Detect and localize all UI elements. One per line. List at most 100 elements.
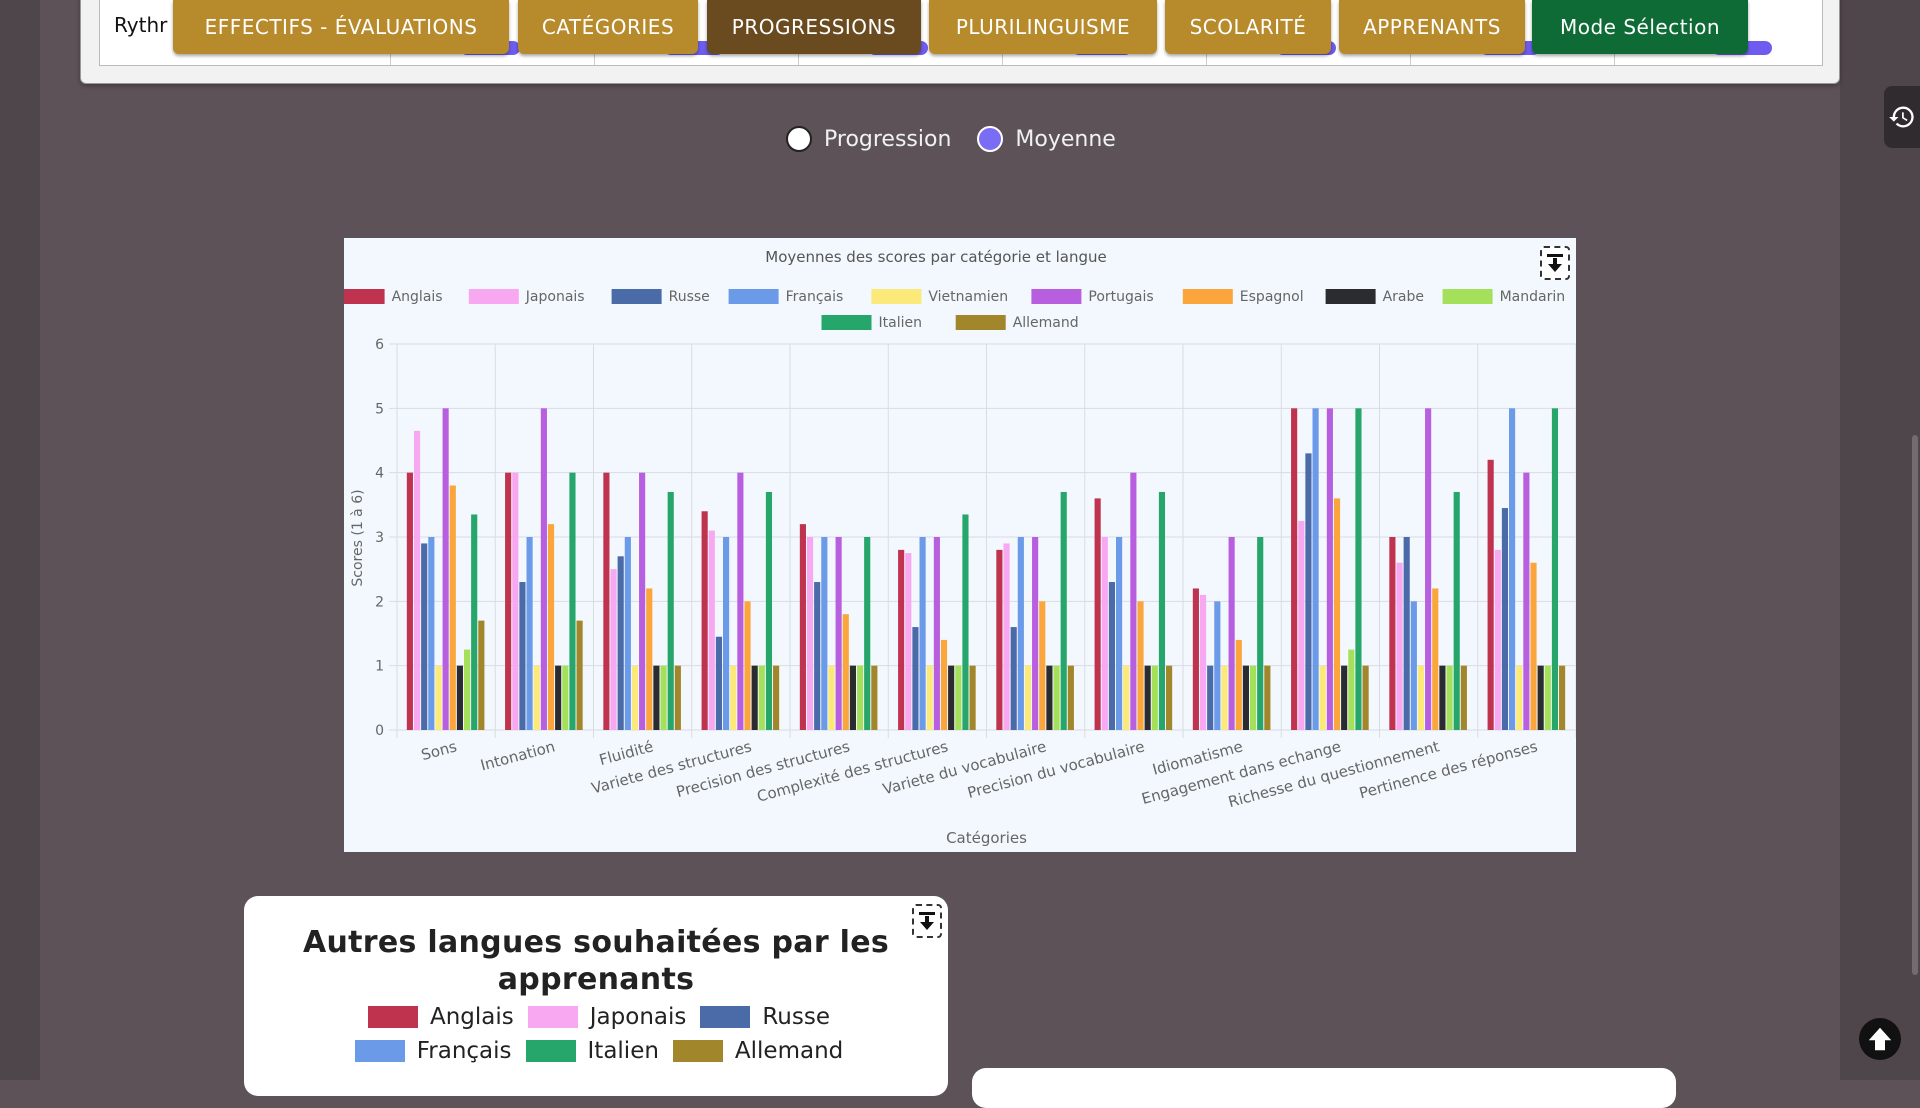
pie-legend-item[interactable]: Italien (525, 1038, 659, 1064)
y-tick-label: 0 (375, 723, 384, 739)
bar (646, 588, 653, 730)
bar (926, 665, 933, 730)
progression-radio[interactable] (786, 126, 812, 152)
y-tick-label: 4 (375, 466, 384, 482)
legend-swatch (672, 1040, 723, 1062)
bar (1559, 665, 1566, 730)
table-row-label: Rythr (114, 13, 168, 37)
legend-swatch (1442, 289, 1493, 304)
bar (1403, 537, 1410, 730)
bar (1425, 408, 1432, 730)
bar (428, 537, 435, 730)
legend-label: Japonais (525, 289, 585, 305)
bar (562, 665, 569, 730)
tab-effectifs-evaluations[interactable]: EFFECTIFS - ÉVALUATIONS (173, 0, 509, 54)
bar (1291, 408, 1298, 730)
pie-legend-item[interactable]: Anglais (367, 1004, 514, 1030)
pie-chart-legend: Anglais Japonais Russe Français Italien Allem… (284, 1004, 914, 1064)
bar (1298, 520, 1305, 730)
legend-swatch (955, 315, 1006, 330)
other-languages-card: Autres langues souhaitées par les appren… (244, 896, 948, 1096)
bar (1123, 665, 1130, 730)
bar (799, 524, 806, 730)
bar (533, 665, 540, 730)
bar (1053, 665, 1060, 730)
bar (1333, 498, 1341, 730)
bar (406, 472, 413, 730)
bar (1137, 601, 1144, 730)
bar (1166, 665, 1173, 730)
next-chart-card (972, 1068, 1676, 1108)
bar (505, 472, 512, 730)
page-gutter-right (1840, 0, 1920, 1080)
progression-radio-label[interactable]: Progression (824, 126, 952, 152)
legend-swatch (611, 289, 662, 304)
history-button[interactable] (1884, 86, 1920, 148)
download-chart-button[interactable] (1540, 246, 1570, 280)
bar (576, 620, 583, 730)
bar (1439, 665, 1446, 730)
pie-legend-item[interactable]: Français (354, 1038, 512, 1064)
bar (1312, 408, 1319, 730)
scores-chart-card: Moyennes des scores par catégorie et lan… (334, 238, 1577, 852)
moyenne-radio-label[interactable]: Moyenne (1015, 126, 1116, 152)
bar (919, 537, 926, 730)
legend-label: Arabe (1383, 289, 1424, 305)
bar (1046, 665, 1053, 730)
scroll-to-top-button[interactable] (1859, 1018, 1901, 1060)
bar (849, 665, 856, 730)
y-tick-label: 1 (375, 659, 384, 675)
bar (828, 665, 835, 730)
bar (1192, 588, 1199, 730)
download-icon (919, 912, 935, 930)
bar (1024, 665, 1032, 730)
download-chart-button[interactable] (912, 904, 942, 938)
pie-legend-item[interactable]: Russe (700, 1004, 830, 1030)
scrollbar[interactable] (1912, 435, 1918, 975)
tab-progressions[interactable]: PROGRESSIONS (707, 0, 921, 54)
legend-label: Allemand (734, 1038, 844, 1064)
bar (1199, 594, 1207, 730)
bar (442, 408, 449, 730)
tab-apprenants[interactable]: APPRENANTS (1339, 0, 1525, 54)
mode-selection-button[interactable]: Mode Sélection (1532, 0, 1748, 54)
bar (1214, 601, 1221, 730)
bar (1341, 665, 1348, 730)
legend-label: Français (786, 289, 844, 305)
legend-label: Vietnamien (928, 289, 1008, 305)
bar (871, 665, 878, 730)
legend-swatch (728, 289, 779, 304)
tab-scolarite[interactable]: SCOLARITÉ (1165, 0, 1331, 54)
bar (1101, 537, 1108, 730)
bar (751, 665, 758, 730)
bar (1537, 665, 1544, 730)
tab-categories[interactable]: CATÉGORIES (518, 0, 698, 54)
download-icon (1547, 254, 1563, 272)
bar (1389, 537, 1396, 730)
bar (456, 665, 463, 730)
bar (1516, 665, 1523, 730)
bar (1003, 543, 1010, 730)
legend-swatch (1182, 289, 1233, 304)
tab-plurilinguisme[interactable]: PLURILINGUISME (929, 0, 1157, 54)
bar (1032, 537, 1039, 730)
bar (1544, 665, 1551, 730)
y-tick-label: 2 (375, 594, 384, 610)
pie-legend-item[interactable]: Japonais (527, 1004, 686, 1030)
legend-swatch (468, 289, 519, 304)
pie-legend-item[interactable]: Allemand (672, 1038, 844, 1064)
legend-label: Italien (879, 315, 922, 331)
bar (715, 636, 723, 730)
bar (1494, 549, 1501, 730)
bar (1348, 649, 1355, 730)
legend-swatch (334, 289, 385, 304)
bar (1432, 588, 1439, 730)
bar (1501, 508, 1509, 730)
bar (1319, 665, 1326, 730)
bar (526, 537, 533, 730)
bar (773, 665, 780, 730)
legend-label: Mandarin (1500, 289, 1566, 305)
moyenne-radio[interactable] (977, 126, 1004, 152)
legend-swatch (525, 1040, 576, 1062)
page-gutter-left (0, 0, 40, 1080)
